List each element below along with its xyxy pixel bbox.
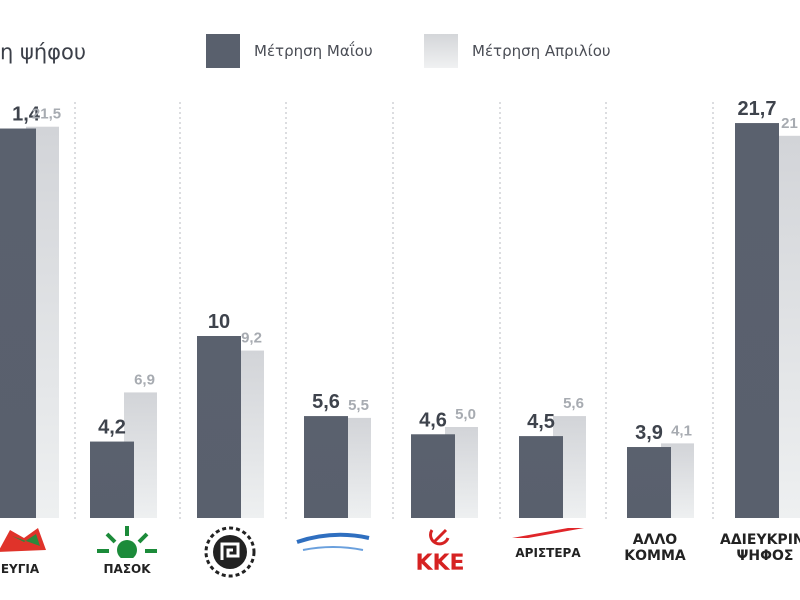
value-label-april-5: 5,6: [563, 395, 584, 412]
value-label-may-7: 21,7: [738, 98, 777, 120]
value-label-april-2: 9,2: [241, 330, 262, 347]
value-label-april-1: 6,9: [134, 371, 155, 388]
party-logo-0: ΕΥΓΙΑ: [0, 524, 65, 590]
value-label-may-6: 3,9: [635, 422, 663, 444]
bar-may-5: [519, 436, 563, 518]
party-logo-1: ΠΑΣΟΚ: [82, 524, 172, 590]
party-logo-6: ΑΛΛΟ ΚΟΜΜΑ: [610, 524, 700, 590]
legend-april-label: Μέτρηση Απριλίου: [472, 42, 611, 60]
legend-may: Μέτρηση Μαΐου: [206, 34, 373, 68]
anel-logo-icon: [288, 524, 378, 563]
party-logo-text-5: ΑΡΙΣΤΕΡΑ: [515, 546, 581, 560]
value-label-may-4: 4,6: [419, 409, 447, 431]
chart-title: η ψήφου: [0, 40, 86, 64]
legend-april-swatch: [424, 34, 458, 68]
bar-may-3: [304, 416, 348, 518]
value-label-may-0: 1,4: [12, 104, 41, 126]
dimar-logo-icon: [503, 524, 593, 547]
party-logo-3: [288, 524, 378, 590]
value-label-april-6: 4,1: [671, 422, 692, 439]
value-label-may-2: 10: [208, 311, 230, 333]
party-logo-text-4: ΚΚΕ: [415, 551, 465, 576]
party-logo-5: ΑΡΙΣΤΕΡΑ: [503, 524, 593, 590]
legend-april: Μέτρηση Απριλίου: [424, 34, 611, 68]
value-label-may-1: 4,2: [98, 417, 126, 439]
bar-may-6: [627, 447, 671, 518]
bar-may-0: [0, 128, 36, 518]
party-logo-7: ΑΔΙΕΥΚΡΙΝΙΣ ΨΗΦΟΣ: [720, 524, 800, 590]
party-logo-text-1: ΠΑΣΟΚ: [103, 562, 151, 576]
value-label-april-3: 5,5: [348, 397, 369, 414]
legend-may-label: Μέτρηση Μαΐου: [254, 42, 373, 60]
value-label-may-3: 5,6: [312, 391, 340, 413]
kke-hammer-sickle-icon: [395, 524, 485, 551]
value-label-april-4: 5,0: [455, 406, 476, 423]
party-logo-2: [185, 524, 275, 590]
bar-may-7: [735, 123, 779, 518]
party-logo-text-0: ΕΥΓΙΑ: [0, 562, 40, 576]
value-label-april-0: 21,5: [32, 106, 61, 123]
party-logo-text-6: ΑΛΛΟ ΚΟΜΜΑ: [624, 532, 686, 565]
value-label-april-7: 21: [781, 115, 798, 132]
legend-may-swatch: [206, 34, 240, 68]
value-label-may-5: 4,5: [527, 411, 555, 433]
bar-may-4: [411, 434, 455, 518]
pasok-sun-icon: [82, 524, 172, 563]
meander-emblem-icon: [185, 524, 275, 585]
bar-may-2: [197, 336, 241, 518]
party-logo-4: ΚΚΕ: [395, 524, 485, 590]
bar-may-1: [90, 441, 134, 518]
nd-flag-icon: [0, 524, 65, 563]
party-logo-text-7: ΑΔΙΕΥΚΡΙΝΙΣ ΨΗΦΟΣ: [720, 532, 800, 565]
